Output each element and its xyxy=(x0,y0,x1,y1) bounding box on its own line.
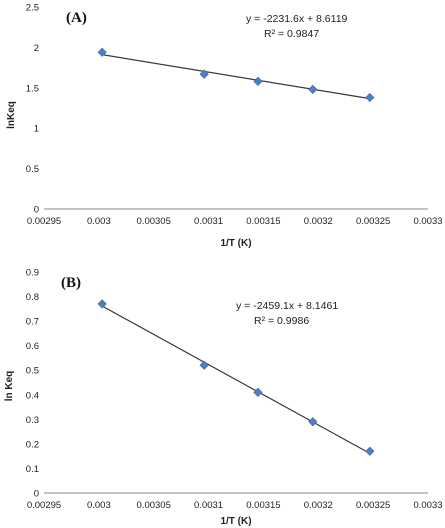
y-tick-label: 1 xyxy=(34,124,39,135)
x-tick-label: 0.0032 xyxy=(304,500,333,511)
x-tick-label: 0.00305 xyxy=(137,216,171,227)
x-tick-label: 0.0031 xyxy=(194,500,223,511)
x-tick-label: 0.003 xyxy=(87,216,111,227)
r2-b: R² = 0.9986 xyxy=(254,315,309,327)
y-tick-label: 0 xyxy=(34,489,39,500)
chart-a: 00.511.522.5 0.00295 0.003 0.00305 0.0031 0.… xyxy=(6,3,443,250)
data-point xyxy=(97,47,107,57)
data-point xyxy=(97,299,107,309)
y-tick-label: 0.7 xyxy=(26,317,39,328)
y-axis-label-a: lnKeq xyxy=(6,101,17,129)
chart-b: 00.10.20.30.40.50.60.70.80.9 0.00295 0.00… xyxy=(4,268,443,528)
points-a xyxy=(97,47,375,103)
y-axis-label-b: ln Keq xyxy=(4,371,15,402)
x-tick-label: 0.0032 xyxy=(304,216,333,227)
x-tick-label: 0.00325 xyxy=(356,216,390,227)
y-ticks-a: 0 0.5 1 1.5 2 2.5 xyxy=(26,3,39,216)
points-b xyxy=(97,299,375,456)
data-point xyxy=(308,417,318,427)
x-ticks-a: 0.00295 0.003 0.00305 0.0031 0.00315 0.0032 0.… xyxy=(27,216,443,227)
y-tick-label: 0.3 xyxy=(26,415,39,426)
panel-label-b: (B) xyxy=(61,275,81,291)
x-tick-label: 0.00305 xyxy=(137,500,171,511)
trendline-group-a xyxy=(102,54,370,100)
x-tick-label: 0.0033 xyxy=(413,216,442,227)
data-point xyxy=(365,92,375,103)
data-point xyxy=(199,360,209,370)
panel-label-a: (A) xyxy=(66,10,87,26)
y-tick-label: 0 xyxy=(34,205,39,216)
y-ticks-b: 0 0.1 0.2 0.3 0.4 0.5 0.6 0.7 0.8 0.9 xyxy=(26,268,39,500)
x-tick-label: 0.0031 xyxy=(194,216,223,227)
equation-a: y = -2231.6x + 8.6119 xyxy=(246,13,348,25)
y-tick-label: 0.5 xyxy=(26,164,39,175)
y-tick-label: 2 xyxy=(34,43,39,54)
y-tick-label: 1.5 xyxy=(26,83,39,94)
x-tick-label: 0.00295 xyxy=(27,500,61,511)
y-tick-label: 0.4 xyxy=(26,390,39,401)
trendline xyxy=(101,305,371,454)
data-point xyxy=(308,84,318,95)
data-point xyxy=(253,76,263,86)
x-axis-label-a: 1/T (K) xyxy=(220,238,251,249)
x-tick-label: 0.003 xyxy=(87,500,111,511)
data-point xyxy=(253,387,263,397)
y-tick-label: 0.8 xyxy=(26,292,39,303)
y-tick-label: 0.1 xyxy=(26,464,39,475)
x-axis-label-b: 1/T (K) xyxy=(220,516,251,527)
x-ticks-b: 0.00295 0.003 0.00305 0.0031 0.00315 0.0032 0.… xyxy=(27,500,443,511)
r2-a: R² = 0.9847 xyxy=(264,28,319,40)
y-tick-label: 0.6 xyxy=(26,341,39,352)
y-tick-label: 0.9 xyxy=(26,268,39,279)
x-tick-label: 0.00315 xyxy=(246,500,280,511)
x-tick-label: 0.00295 xyxy=(27,216,61,227)
y-tick-label: 0.5 xyxy=(26,366,39,377)
x-tick-label: 0.00325 xyxy=(356,500,390,511)
trendline xyxy=(102,54,370,100)
x-tick-label: 0.0033 xyxy=(413,500,442,511)
data-point xyxy=(365,446,375,456)
x-tick-label: 0.00315 xyxy=(246,216,280,227)
y-tick-label: 0.2 xyxy=(26,439,39,450)
data-point xyxy=(199,69,209,79)
equation-b: y = -2459.1x + 8.1461 xyxy=(236,300,338,312)
y-tick-label: 2.5 xyxy=(26,3,39,14)
trendline-group-b xyxy=(101,305,371,454)
